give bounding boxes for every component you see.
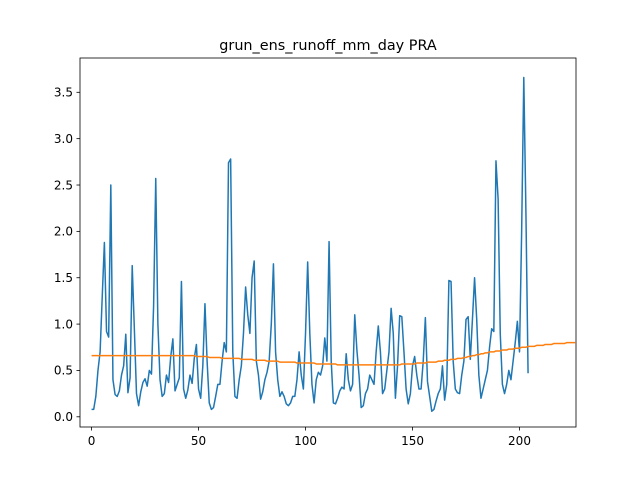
y-tick-label: 3.0 [54,132,73,146]
y-tick-label: 1.0 [54,317,73,331]
y-tick-label: 2.5 [54,178,73,192]
x-tick-label: 200 [508,434,531,448]
y-tick-label: 0.0 [54,410,73,424]
x-tick-label: 0 [88,434,96,448]
series-line-1 [91,76,529,412]
plot-frame [79,57,577,428]
y-tick-label: 1.5 [54,271,73,285]
x-axis: 0 50 100 150 200 [88,427,531,448]
series-line-2 [91,341,576,366]
x-tick-label: 100 [294,434,317,448]
y-tick-label: 2.0 [54,225,73,239]
y-tick-label: 0.5 [54,364,73,378]
series-layer [91,76,576,412]
y-tick-label: 3.5 [54,86,73,100]
x-tick-label: 50 [191,434,206,448]
y-axis: 0.0 0.5 1.0 1.5 2.0 2.5 3.0 3.5 [54,86,80,424]
chart-title: grun_ens_runoff_mm_day PRA [219,38,437,54]
x-tick-label: 150 [401,434,424,448]
